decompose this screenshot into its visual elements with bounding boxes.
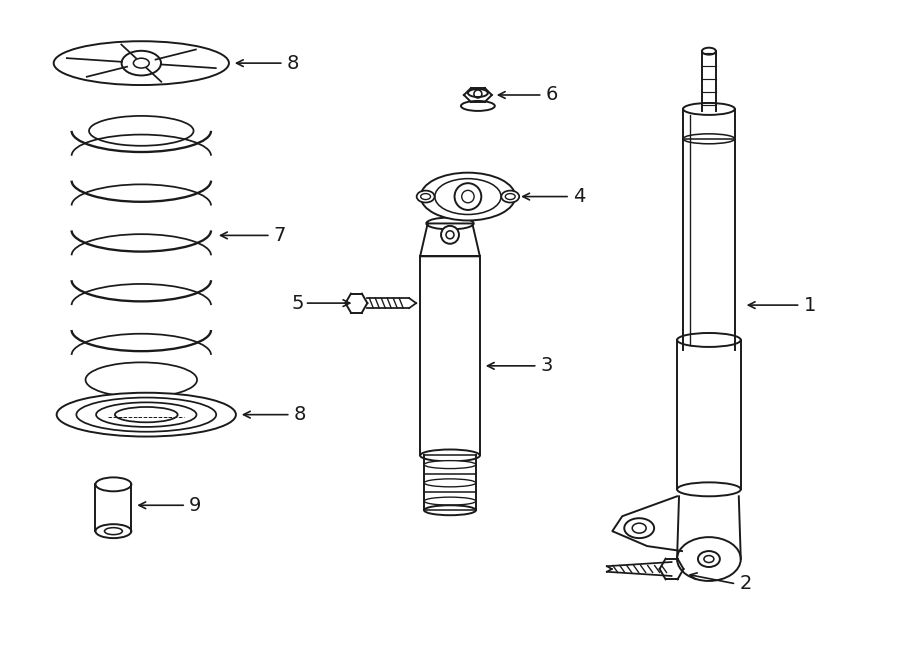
Ellipse shape (424, 461, 476, 469)
Ellipse shape (468, 89, 488, 97)
Ellipse shape (122, 51, 161, 75)
Circle shape (454, 183, 482, 210)
Ellipse shape (420, 449, 480, 461)
Ellipse shape (677, 333, 741, 347)
Text: 9: 9 (189, 496, 202, 515)
Ellipse shape (95, 524, 131, 538)
Ellipse shape (461, 101, 495, 111)
Text: 5: 5 (292, 293, 304, 313)
Text: 6: 6 (545, 85, 558, 104)
Ellipse shape (57, 393, 236, 436)
Text: 2: 2 (739, 574, 752, 594)
Ellipse shape (698, 551, 720, 567)
Ellipse shape (54, 41, 229, 85)
Text: 3: 3 (541, 356, 553, 375)
Ellipse shape (677, 483, 741, 496)
Ellipse shape (702, 48, 716, 55)
Text: 4: 4 (573, 187, 585, 206)
Ellipse shape (501, 190, 519, 202)
Text: 1: 1 (804, 295, 816, 315)
Circle shape (441, 226, 459, 244)
Text: 8: 8 (287, 54, 299, 73)
Text: 7: 7 (274, 226, 286, 245)
Ellipse shape (427, 217, 473, 229)
Ellipse shape (424, 479, 476, 487)
Ellipse shape (677, 537, 741, 581)
Ellipse shape (424, 505, 476, 515)
Ellipse shape (95, 477, 131, 491)
Ellipse shape (683, 103, 734, 115)
Ellipse shape (420, 173, 515, 221)
Ellipse shape (625, 518, 654, 538)
Ellipse shape (424, 497, 476, 505)
Ellipse shape (417, 190, 435, 202)
Text: 8: 8 (293, 405, 306, 424)
